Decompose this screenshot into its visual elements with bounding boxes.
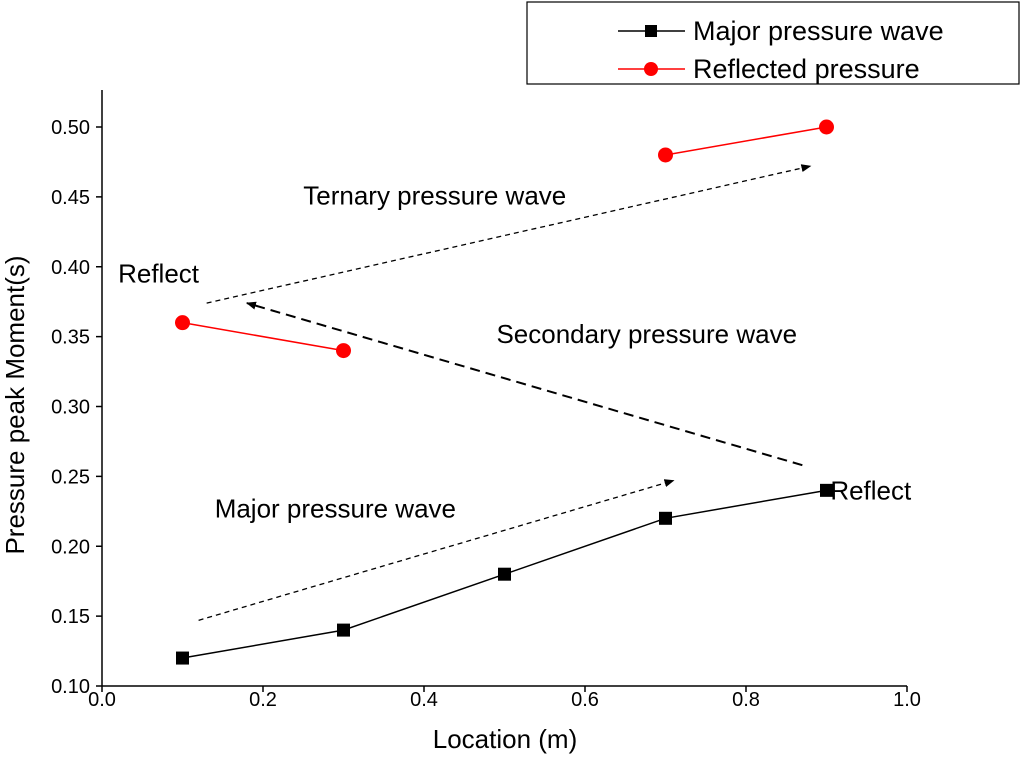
annotation-reflect-right: Reflect <box>830 475 912 505</box>
annotations: Major pressure wave Secondary pressure wa… <box>118 180 912 523</box>
x-tick-label: 0.6 <box>571 689 599 711</box>
data-point-reflected-pressure <box>175 315 190 331</box>
x-tick-label: 0.4 <box>410 689 438 711</box>
data-point-reflected-pressure <box>819 119 834 135</box>
y-tick-label: 0.30 <box>51 397 90 419</box>
y-tick-label: 0.25 <box>51 466 90 488</box>
x-ticks: 0.0 0.2 0.4 0.6 0.8 1.0 <box>88 686 921 711</box>
annotation-major-pressure-wave: Major pressure wave <box>215 494 456 524</box>
x-axis-label: Location (m) <box>433 724 578 754</box>
arrow-secondary <box>245 301 803 467</box>
series-line-reflected-pressure <box>182 321 344 352</box>
data-point-reflected-pressure <box>658 147 673 163</box>
y-tick-label: 0.10 <box>51 676 90 698</box>
legend-label-reflected: Reflected pressure <box>693 54 920 84</box>
data-point-reflected-pressure <box>336 343 351 359</box>
legend-label-major: Major pressure wave <box>693 16 944 46</box>
arrow-ternary <box>206 164 812 304</box>
y-tick-label: 0.45 <box>51 187 90 209</box>
y-ticks: 0.10 0.15 0.20 0.25 0.30 0.35 0.40 0.45 0.50 <box>51 117 102 698</box>
legend: Major pressure wave Reflected pressure <box>526 1 1020 85</box>
series-line-reflected-pressure <box>665 126 827 156</box>
annotation-reflect-left: Reflect <box>118 259 200 289</box>
data-point-major-pressure-wave <box>176 651 189 665</box>
y-tick-label: 0.40 <box>51 257 90 279</box>
annotation-secondary-pressure-wave: Secondary pressure wave <box>496 319 797 349</box>
legend-marker-reflected <box>644 62 658 76</box>
x-tick-label: 0.8 <box>732 689 760 711</box>
y-tick-label: 0.20 <box>51 536 90 558</box>
legend-box <box>526 1 1020 85</box>
y-tick-label: 0.35 <box>51 327 90 349</box>
data-point-major-pressure-wave <box>337 623 350 637</box>
legend-marker-major <box>645 25 657 37</box>
x-tick-label: 1.0 <box>893 689 921 711</box>
data-point-major-pressure-wave <box>820 483 833 497</box>
x-tick-label: 0.0 <box>88 689 116 711</box>
wave-arrows <box>198 164 812 621</box>
annotation-ternary-pressure-wave: Ternary pressure wave <box>303 180 566 210</box>
data-point-major-pressure-wave <box>498 567 511 581</box>
data-point-major-pressure-wave <box>659 511 672 525</box>
y-tick-label: 0.50 <box>51 117 90 139</box>
y-tick-label: 0.15 <box>51 606 90 628</box>
x-tick-label: 0.2 <box>249 689 277 711</box>
series-markers <box>175 119 834 665</box>
y-axis-label: Pressure peak Moment(s) <box>0 255 30 554</box>
arrow-major <box>198 479 675 621</box>
